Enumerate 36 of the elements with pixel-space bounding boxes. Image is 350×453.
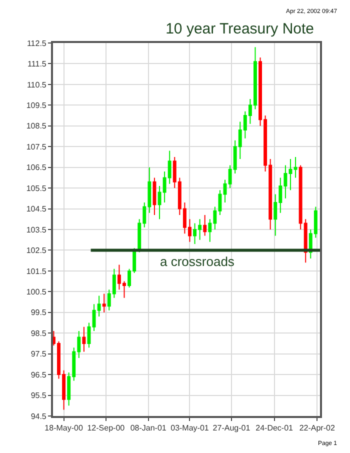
x-tick-label: 27-Aug-01: [212, 424, 251, 433]
y-tick-label: 98.5: [30, 328, 47, 338]
y-tick-label: 110.5: [26, 80, 47, 90]
candlestick: [288, 158, 292, 191]
x-tick-label: 22-Apr-02: [299, 424, 336, 433]
candlestick: [82, 326, 86, 352]
y-tick-label: 109.5: [26, 100, 47, 110]
x-tick-label: 12-Sep-00: [87, 424, 126, 433]
x-tick-label: 08-Jan-01: [130, 424, 167, 433]
candlestick: [294, 156, 298, 178]
y-tick-label: 101.5: [26, 266, 47, 276]
x-tick-label: 03-May-01: [170, 424, 210, 433]
candlestick: [203, 214, 207, 236]
y-tick-label: 111.5: [28, 60, 47, 69]
y-tick-label: 99.5: [30, 308, 47, 318]
y-tick-label: 106.5: [26, 163, 47, 172]
x-tick-label: 18-May-00: [44, 424, 84, 433]
y-tick-label: 112.5: [26, 38, 47, 48]
y-tick-label: 103.5: [26, 225, 47, 234]
y-tick-label: 95.5: [30, 391, 47, 400]
y-tick-label: 108.5: [26, 122, 47, 131]
y-tick-label: 104.5: [26, 204, 47, 214]
y-tick-label: 97.5: [30, 350, 47, 359]
candlestick: [152, 177, 156, 216]
chart-title: 10 year Treasury Note: [166, 20, 314, 38]
candlestick: [223, 179, 227, 204]
y-tick-label: 107.5: [26, 142, 47, 152]
y-tick-label: 100.5: [26, 287, 47, 296]
y-tick-label: 96.5: [30, 370, 47, 380]
annotation: a crossroads: [160, 254, 235, 269]
y-tick-label: 102.5: [26, 246, 47, 256]
y-tick-label: 105.5: [26, 184, 47, 193]
x-tick-label: 24-Dec-01: [256, 424, 294, 433]
y-tick-label: 94.5: [30, 412, 47, 421]
candlestick: [87, 322, 91, 348]
candlestick: [102, 293, 106, 313]
